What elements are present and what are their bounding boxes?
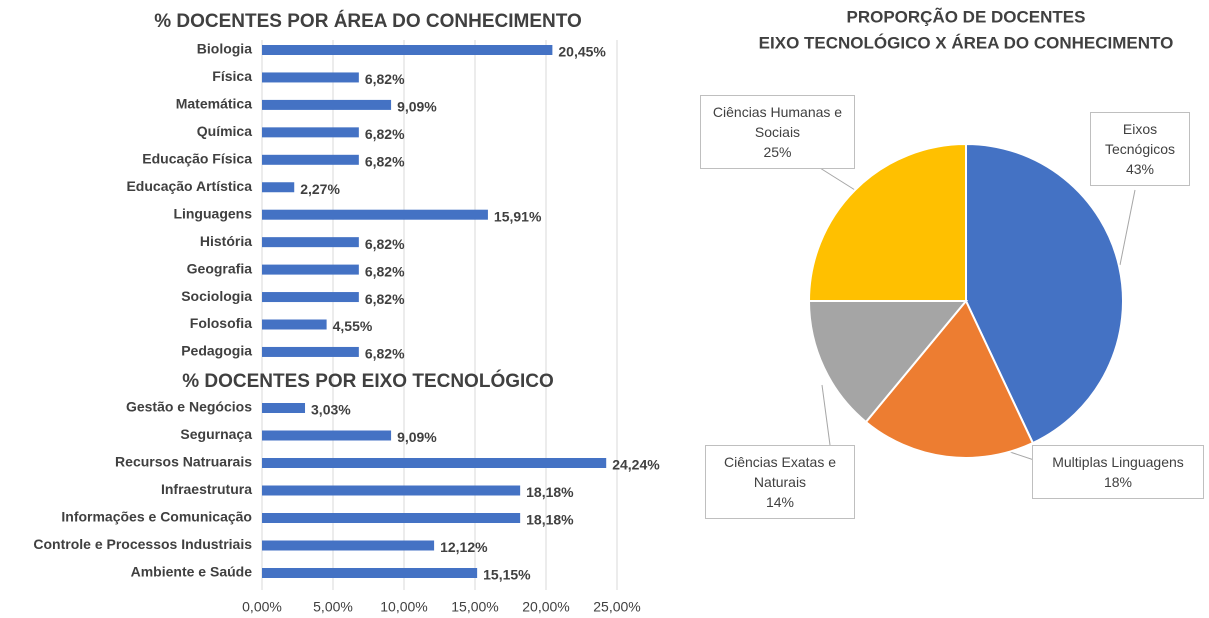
- data-label: 6,82%: [365, 346, 405, 362]
- data-label: 24,24%: [612, 457, 660, 473]
- y-tick-label: História: [200, 233, 252, 249]
- bar: [262, 346, 359, 357]
- data-label: 18,18%: [526, 484, 574, 500]
- y-tick-label: Gestão e Negócios: [126, 399, 252, 415]
- pie-slice: [807, 142, 967, 302]
- data-label-category: Eixos Tecnógicos: [1104, 121, 1176, 157]
- chart-title: % DOCENTES POR EIXO TECNOLÓGICO: [182, 370, 554, 392]
- data-label: 9,09%: [397, 429, 437, 445]
- bar: [262, 209, 488, 220]
- bar: [262, 264, 359, 275]
- data-label: 2,27%: [300, 181, 340, 197]
- y-tick-label: Química: [197, 123, 252, 139]
- y-tick-label: Geografia: [187, 260, 253, 276]
- data-label-box: Multiplas Linguagens 18%: [1032, 445, 1204, 499]
- y-tick-label: Segurnaça: [180, 426, 252, 442]
- chart-title: % DOCENTES POR ÁREA DO CONHECIMENTO: [154, 10, 582, 32]
- bar: [262, 237, 359, 248]
- bar: [262, 403, 306, 413]
- data-label: 6,82%: [365, 71, 405, 87]
- bar: [262, 458, 607, 468]
- bar: [262, 513, 521, 523]
- data-label-box: Ciências Humanas e Sociais 25%: [700, 95, 855, 169]
- data-label-category: Ciências Humanas e Sociais: [712, 104, 843, 140]
- x-tick-label: 10,00%: [380, 599, 427, 615]
- bar: [262, 127, 359, 138]
- bar: [262, 540, 435, 551]
- y-tick-label: Pedagogia: [181, 343, 252, 359]
- data-label: 6,82%: [365, 154, 405, 170]
- pie-slice: [807, 300, 969, 424]
- data-label: 20,45%: [558, 44, 606, 60]
- data-label-category: Ciências Exatas e Naturais: [723, 454, 837, 490]
- data-label-box: Eixos Tecnógicos 43%: [1090, 112, 1190, 186]
- y-tick-label: Infraestrutura: [161, 481, 252, 497]
- y-tick-label: Linguagens: [173, 205, 252, 221]
- chart-title: PROPORÇÃO DE DOCENTES: [847, 6, 1086, 26]
- data-label: 4,55%: [333, 318, 373, 334]
- data-label: 6,82%: [365, 236, 405, 252]
- bar: [262, 319, 327, 330]
- y-tick-label: Recursos Natruarais: [115, 454, 252, 470]
- x-tick-label: 25,00%: [593, 599, 640, 615]
- data-label-box: Ciências Exatas e Naturais 14%: [705, 445, 855, 519]
- data-label-value: 25%: [763, 144, 792, 160]
- bar: [262, 45, 553, 55]
- bar: [262, 485, 521, 496]
- pie-slice: [965, 142, 1124, 445]
- data-label: 6,82%: [365, 126, 405, 142]
- bar: [262, 72, 359, 83]
- y-tick-label: Informações e Comunicação: [61, 509, 252, 525]
- data-label: 3,03%: [311, 402, 351, 418]
- data-label: 15,91%: [494, 208, 542, 224]
- data-label: 12,12%: [440, 539, 488, 555]
- y-tick-label: Ambiente e Saúde: [131, 564, 253, 580]
- y-tick-label: Educação Física: [142, 151, 252, 167]
- data-label-value: 14%: [765, 494, 795, 510]
- y-tick-label: Folosofia: [190, 315, 252, 331]
- data-label: 15,15%: [483, 567, 531, 583]
- bar: [262, 154, 359, 165]
- data-label: 18,18%: [526, 512, 574, 528]
- leader-line: [1119, 189, 1136, 266]
- pie-slice: [864, 299, 1035, 460]
- data-label-value: 43%: [1125, 161, 1155, 177]
- bar: [262, 430, 392, 441]
- x-tick-label: 15,00%: [451, 599, 498, 615]
- leader-line: [819, 167, 856, 191]
- bar: [262, 182, 295, 193]
- chart-title: EIXO TECNOLÓGICO X ÁREA DO CONHECIMENTO: [759, 33, 1174, 52]
- bar: [262, 99, 392, 110]
- data-label: 6,82%: [365, 263, 405, 279]
- x-tick-label: 0,00%: [242, 599, 282, 615]
- data-label-category: Multiplas Linguagens: [1052, 454, 1184, 470]
- data-label: 9,09%: [397, 99, 437, 115]
- y-tick-label: Educação Artística: [126, 178, 252, 194]
- y-tick-label: Matemática: [176, 96, 252, 112]
- x-tick-label: 5,00%: [313, 599, 353, 615]
- y-tick-label: Sociologia: [181, 288, 252, 304]
- bar: [262, 568, 478, 578]
- x-tick-label: 20,00%: [522, 599, 569, 615]
- grid: [261, 40, 618, 590]
- y-tick-label: Biologia: [197, 41, 252, 57]
- y-tick-label: Física: [212, 68, 252, 84]
- y-tick-label: Controle e Processos Industriais: [33, 536, 252, 552]
- leader-line: [821, 384, 831, 446]
- bar: [262, 292, 359, 303]
- data-label-value: 18%: [1103, 474, 1133, 490]
- data-label: 6,82%: [365, 291, 405, 307]
